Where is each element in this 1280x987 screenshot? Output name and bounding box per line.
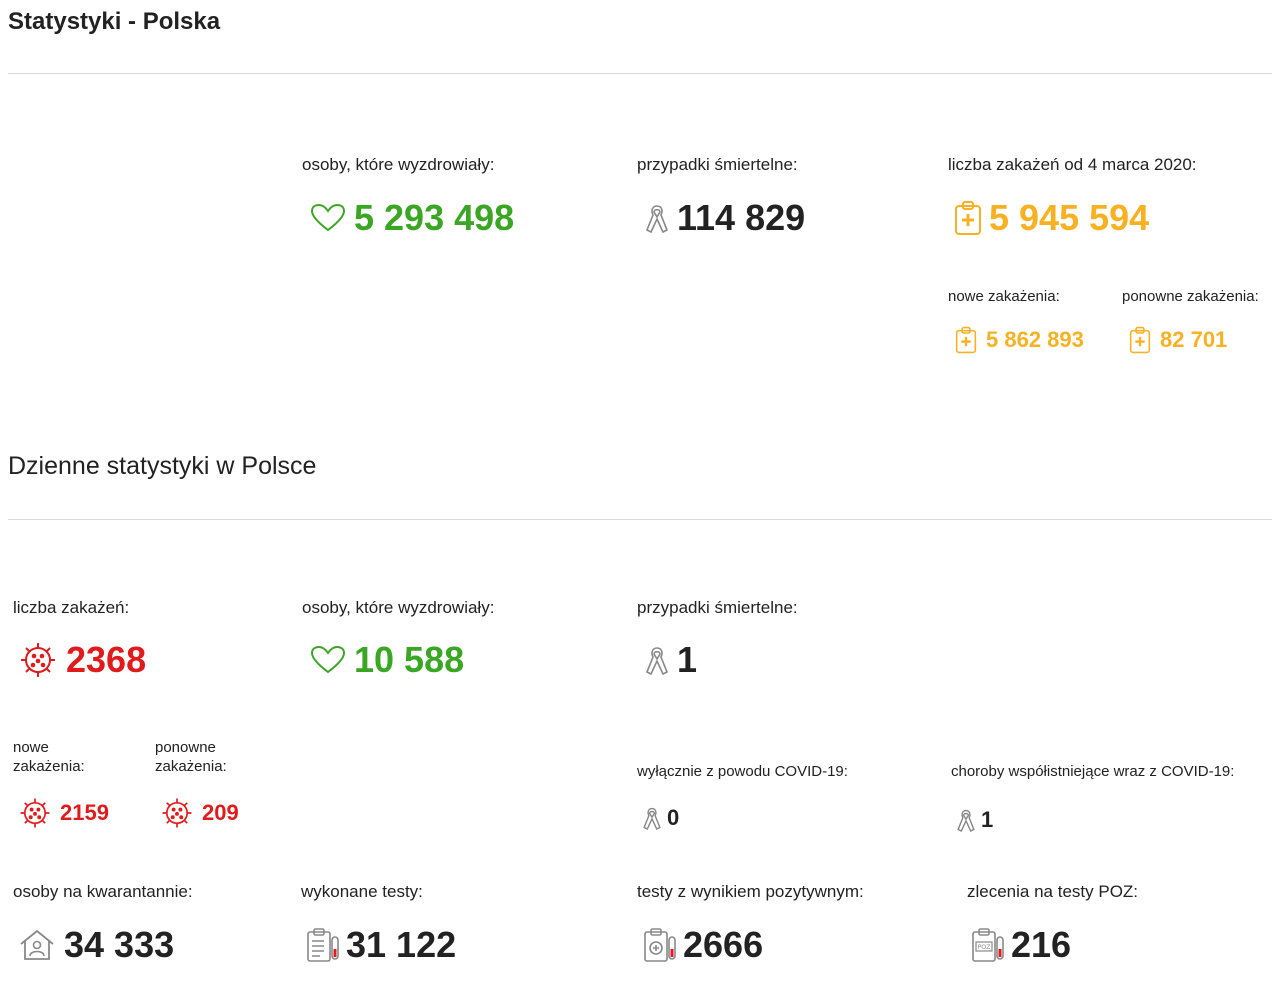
infections-total-label: liczba zakażeń od 4 marca 2020:: [948, 155, 1197, 174]
daily-re-infections-value: 209: [202, 800, 239, 825]
daily-recovered-stat: 10 588: [310, 640, 464, 680]
new-infections-total-stat: 5 862 893: [954, 326, 1084, 354]
section-title-poland: Statystyki - Polska: [8, 8, 221, 35]
positive-tests-stat: 2666: [643, 925, 763, 965]
deaths-covid-only-stat: 0: [641, 805, 679, 831]
daily-recovered-label: osoby, które wyzdrowiały:: [302, 598, 495, 617]
daily-infections-stat: 2368: [18, 640, 146, 680]
daily-deaths-value: 1: [677, 639, 698, 680]
divider: [8, 73, 1272, 74]
medical-clipboard-icon: [953, 200, 983, 236]
deaths-comorbid-label: choroby współistniejące wraz z COVID-19:: [951, 763, 1235, 780]
daily-re-infections-label: ponowne zakażenia:: [155, 739, 227, 775]
daily-infections-value: 2368: [66, 639, 147, 680]
positive-test-icon: [643, 927, 677, 963]
poz-orders-label: zlecenia na testy POZ:: [967, 882, 1139, 901]
infections-total-stat: 5 945 594: [953, 198, 1149, 238]
daily-new-infections-value: 2159: [60, 800, 109, 825]
medical-clipboard-icon: [1128, 326, 1152, 354]
poz-test-icon: POZ: [971, 927, 1005, 963]
tests-stat: 31 122: [306, 925, 456, 965]
recovered-total-value: 5 293 498: [354, 197, 515, 238]
positive-tests-label: testy z wynikiem pozytywnym:: [637, 882, 864, 901]
house-person-icon: [18, 928, 56, 962]
quarantine-value: 34 333: [64, 924, 175, 965]
new-infections-total-label: nowe zakażenia:: [948, 288, 1060, 305]
quarantine-label: osoby na kwarantannie:: [13, 882, 193, 901]
divider: [8, 519, 1272, 520]
new-infections-total-value: 5 862 893: [986, 327, 1084, 352]
tests-label: wykonane testy:: [301, 882, 423, 901]
recovered-total-stat: 5 293 498: [310, 198, 514, 238]
ribbon-icon: [641, 805, 663, 831]
re-infections-total-value: 82 701: [1160, 327, 1228, 352]
daily-deaths-label: przypadki śmiertelne:: [637, 598, 798, 617]
svg-text:POZ: POZ: [978, 944, 990, 951]
deaths-total-label: przypadki śmiertelne:: [637, 155, 798, 174]
daily-new-infections-stat: 2159: [18, 796, 109, 830]
deaths-comorbid-value: 1: [981, 807, 994, 832]
heart-icon: [310, 645, 346, 675]
virus-icon: [160, 796, 194, 830]
poz-orders-value: 216: [1011, 924, 1072, 965]
heart-icon: [310, 203, 346, 233]
daily-re-infections-stat: 209: [160, 796, 239, 830]
deaths-comorbid-stat: 1: [955, 807, 993, 833]
re-infections-total-stat: 82 701: [1128, 326, 1227, 354]
poz-orders-stat: POZ 216: [971, 925, 1071, 965]
medical-clipboard-icon: [954, 326, 978, 354]
ribbon-icon: [955, 807, 977, 833]
deaths-covid-only-value: 0: [667, 805, 680, 830]
virus-icon: [18, 796, 52, 830]
daily-new-infections-label: nowe zakażenia:: [13, 739, 85, 775]
positive-tests-value: 2666: [683, 924, 764, 965]
deaths-covid-only-label: wyłącznie z powodu COVID-19:: [637, 763, 848, 780]
virus-icon: [18, 640, 58, 680]
deaths-total-value: 114 829: [677, 197, 806, 238]
infections-total-value: 5 945 594: [989, 197, 1150, 238]
section-title-daily: Dzienne statystyki w Polsce: [8, 452, 317, 480]
test-report-icon: [306, 927, 340, 963]
recovered-total-label: osoby, które wyzdrowiały:: [302, 155, 495, 174]
ribbon-icon: [643, 644, 671, 676]
quarantine-stat: 34 333: [18, 925, 174, 965]
ribbon-icon: [643, 202, 671, 234]
daily-infections-label: liczba zakażeń:: [13, 598, 130, 617]
daily-deaths-stat: 1: [643, 640, 697, 680]
deaths-total-stat: 114 829: [643, 198, 805, 238]
re-infections-total-label: ponowne zakażenia:: [1122, 288, 1259, 305]
tests-value: 31 122: [346, 924, 457, 965]
daily-recovered-value: 10 588: [354, 639, 465, 680]
